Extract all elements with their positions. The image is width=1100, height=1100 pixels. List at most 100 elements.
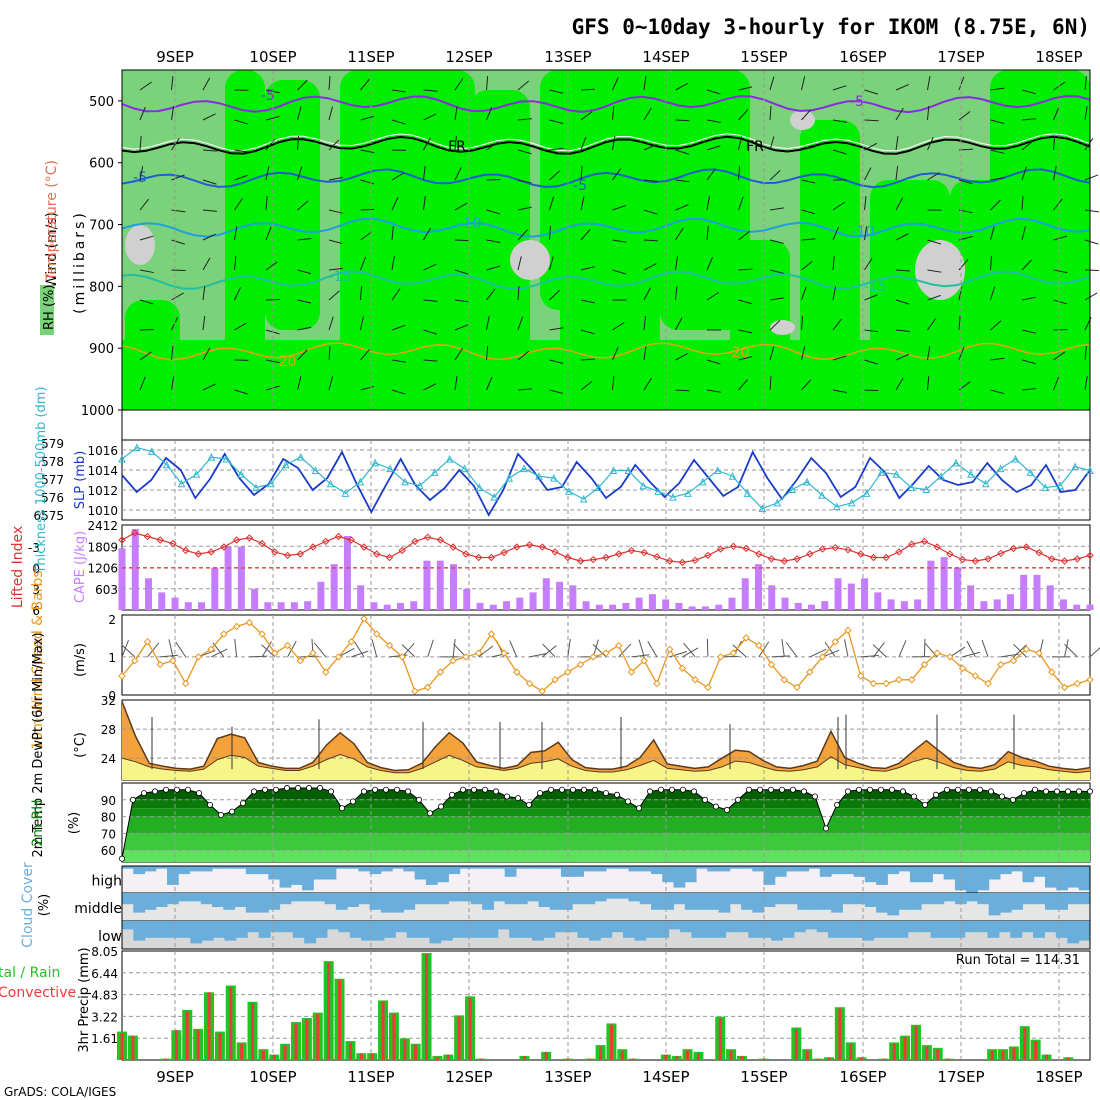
thickness-marker (1056, 481, 1065, 490)
rh2m-marker (283, 785, 290, 792)
wind-barb (517, 118, 532, 121)
cloud-low-bar (907, 921, 920, 933)
wind10-barb (210, 648, 228, 658)
lifted-marker (194, 550, 203, 558)
top-day-label-11SEP: 11SEP (347, 48, 394, 66)
thickness-marker (907, 483, 916, 492)
wind-barb (832, 149, 847, 155)
cloud-middle-bar (639, 893, 652, 905)
bottom-day-label-9SEP: 9SEP (156, 1068, 194, 1086)
rh2m-marker (856, 786, 863, 793)
wind-barb (675, 317, 683, 331)
rh2m-marker (515, 795, 522, 802)
lifted-marker (742, 544, 750, 553)
wind10-barb (168, 639, 174, 658)
wind-barb (517, 350, 530, 361)
profile-ytick-900: 900 (89, 342, 114, 357)
wind10-marker (984, 679, 992, 688)
cloud-low-bar (964, 921, 977, 933)
rh2m-marker (459, 786, 466, 793)
wind-barb (454, 202, 468, 211)
cloud-high-bar (898, 866, 911, 872)
wind10-marker (398, 653, 406, 661)
wind10-marker (360, 615, 368, 623)
precip-conv-bar (218, 1032, 222, 1060)
thickness-marker (326, 479, 335, 488)
wind-barb (580, 266, 595, 271)
wind10-barb (509, 640, 518, 658)
rh2m-marker (988, 788, 995, 795)
rh2m-marker (570, 786, 577, 793)
wind-barb (864, 294, 878, 301)
wind-barb (801, 179, 816, 184)
cloud-middle-bar (594, 893, 607, 902)
precip-conv-bar (990, 1050, 994, 1060)
wind10-marker (271, 649, 279, 657)
cloud-high-bar (707, 866, 720, 872)
wind10-marker (156, 660, 164, 669)
wind10-marker (576, 660, 585, 669)
wind-barb (643, 179, 658, 183)
top-day-label-10SEP: 10SEP (249, 48, 296, 66)
wind-barb (139, 166, 144, 181)
wind-barb (202, 77, 211, 91)
cape-bar (529, 592, 537, 610)
cloud-low-bar (1067, 921, 1080, 944)
wind-barb (391, 226, 394, 241)
wind10-marker (755, 641, 763, 650)
top-day-label-15SEP: 15SEP (740, 48, 787, 66)
cape-bar (1059, 599, 1067, 610)
temp2m-label: 2m Temp 2m DewPt (6hr Min/Max) (31, 632, 46, 857)
wind-barb (549, 147, 564, 151)
wind-barb (864, 89, 879, 95)
rh2m-marker (834, 801, 841, 808)
cloud-high-bar (966, 866, 978, 893)
wind-barb (265, 196, 268, 211)
profile-ytick-1000: 1000 (81, 404, 114, 419)
wind10-marker (283, 641, 292, 650)
wind-barb (706, 291, 720, 301)
cape-bar (357, 585, 365, 610)
bottom-day-label-13SEP: 13SEP (544, 1068, 591, 1086)
thickness-marker (698, 477, 707, 486)
thickness-marker (147, 447, 156, 455)
thickness-marker (401, 477, 409, 486)
cloud-middle-bar (560, 893, 573, 910)
cloud-low-bar (987, 921, 1000, 938)
wind10-barb (567, 639, 571, 657)
wind10-barb (592, 639, 599, 658)
wind-barb (517, 179, 532, 184)
cape-bar (993, 599, 1001, 610)
wind10-marker (131, 657, 139, 665)
cloud-low-bar (850, 921, 863, 938)
thickness-marker (728, 472, 737, 480)
wind10-marker (691, 676, 699, 684)
cloud-middle-bar (831, 893, 843, 913)
cloud-low-bar (486, 921, 499, 938)
wind-barb (801, 379, 812, 391)
cloud-high-bar (999, 866, 1012, 875)
contour-label: -5 (261, 88, 275, 104)
wind-barb (423, 329, 438, 335)
wind-barb (328, 106, 333, 121)
cloud-high-bar (482, 866, 494, 869)
cloud-middle-bar (1067, 893, 1080, 905)
thickness-marker (207, 453, 216, 461)
cloud-high-bar (831, 866, 843, 875)
precip-conv-bar (794, 1028, 798, 1060)
precip-conv-bar (196, 1030, 200, 1060)
wind-barb (706, 119, 721, 123)
wind-barb (769, 76, 775, 91)
cloud-middle-bar (572, 893, 584, 905)
wind-barb (990, 226, 995, 241)
rh2m-marker (294, 785, 301, 792)
cloud-high-bar (133, 866, 146, 875)
lifted-index-line (121, 532, 1091, 564)
cape-bar (516, 597, 524, 610)
rh2m-marker (1087, 788, 1094, 795)
thickness-marker (1011, 454, 1020, 463)
wind10-marker (857, 672, 865, 680)
cloud-middle-bar (909, 893, 922, 910)
precip-conv-bar (131, 1035, 135, 1060)
wind10-barb (683, 642, 696, 658)
